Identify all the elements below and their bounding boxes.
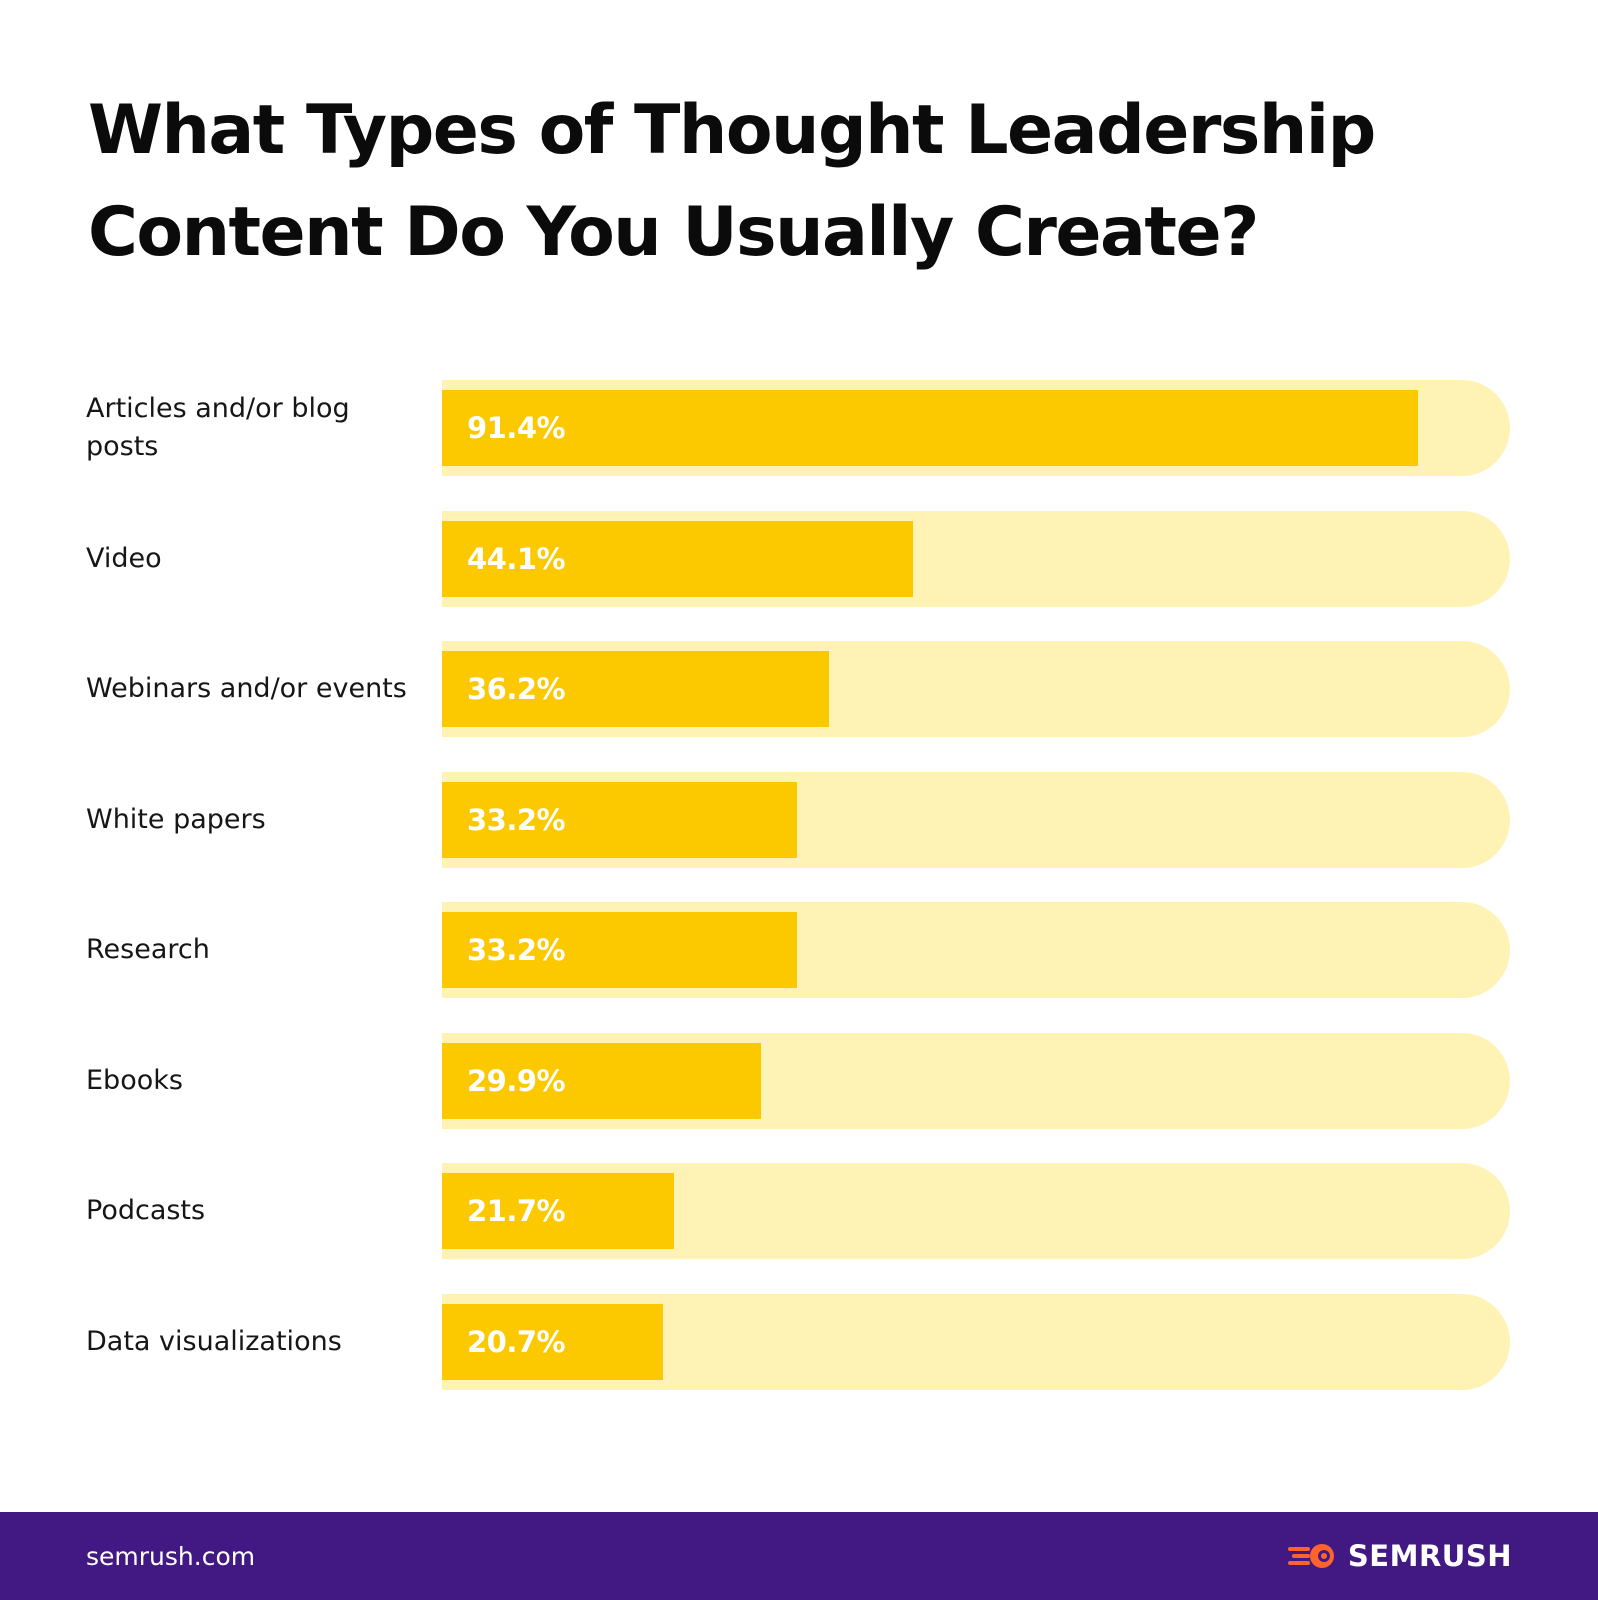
category-label: Research xyxy=(86,934,210,965)
chart-row: Webinars and/or events 36.2% xyxy=(0,641,1598,737)
data-label: 44.1% xyxy=(467,542,566,576)
bar xyxy=(442,1043,762,1119)
data-label: 91.4% xyxy=(467,411,566,445)
chart-row: Articles and/or blog posts 91.4% xyxy=(0,380,1598,476)
chart-row: Ebooks 29.9% xyxy=(0,1033,1598,1129)
semrush-fireball-icon xyxy=(1287,1544,1334,1568)
footer-url[interactable]: semrush.com xyxy=(86,1541,256,1571)
chart-title: What Types of Thought Leadership Content… xyxy=(88,80,1488,284)
chart-row: Podcasts 21.7% xyxy=(0,1163,1598,1259)
chart-row: Research 33.2% xyxy=(0,902,1598,998)
category-label: Webinars and/or events xyxy=(86,673,407,704)
bar xyxy=(442,1304,664,1380)
bar xyxy=(442,782,797,858)
chart-row: White papers 33.2% xyxy=(0,772,1598,868)
data-label: 29.9% xyxy=(467,1064,566,1098)
bar-chart: Articles and/or blog posts 91.4% Video 44.1… xyxy=(0,380,1598,1440)
chart-title-line-2: Content Do You Usually Create? xyxy=(88,193,1260,272)
category-label: Podcasts xyxy=(86,1195,206,1226)
bar xyxy=(442,521,913,597)
footer-band: semrush.com SEMRUSH xyxy=(0,1512,1598,1600)
chart-row: Video 44.1% xyxy=(0,511,1598,607)
bar xyxy=(442,390,1419,466)
bar xyxy=(442,651,829,727)
category-label: Data visualizations xyxy=(86,1326,342,1357)
data-label: 33.2% xyxy=(467,933,566,967)
chart-title-line-1: What Types of Thought Leadership xyxy=(88,91,1376,170)
category-label: Video xyxy=(86,543,162,574)
data-label: 33.2% xyxy=(467,803,566,837)
semrush-logo: SEMRUSH xyxy=(1287,1512,1512,1600)
bar xyxy=(442,912,797,988)
category-label: Articles and/or blog posts xyxy=(86,393,350,462)
category-label: White papers xyxy=(86,804,266,835)
chart-row: Data visualizations 20.7% xyxy=(0,1294,1598,1390)
data-label: 36.2% xyxy=(467,672,566,706)
data-label: 20.7% xyxy=(467,1325,566,1359)
category-label: Ebooks xyxy=(86,1065,183,1096)
bar xyxy=(442,1173,674,1249)
data-label: 21.7% xyxy=(467,1194,566,1228)
brand-wordmark: SEMRUSH xyxy=(1347,1539,1512,1573)
